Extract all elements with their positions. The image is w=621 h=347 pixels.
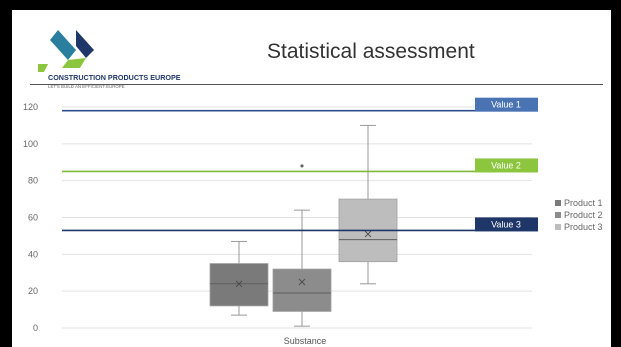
legend-swatch	[555, 212, 561, 218]
reference-label: Value 1	[491, 100, 521, 110]
legend-label: Product 2	[564, 210, 603, 220]
legend-entry: Product 3	[555, 222, 603, 232]
legend-swatch	[555, 200, 561, 206]
logo-mark-arrow	[38, 64, 48, 72]
mean-marker	[298, 278, 306, 286]
legend-label: Product 3	[564, 222, 603, 232]
y-tick-label: 60	[28, 213, 38, 223]
grid	[62, 106, 532, 329]
reference-value-1: Value 1	[62, 97, 538, 112]
box-product-1	[209, 240, 269, 316]
legend-swatch	[555, 224, 561, 230]
box-body	[209, 263, 269, 307]
legend-entry: Product 2	[555, 210, 603, 220]
y-tick-label: 20	[28, 286, 38, 296]
y-tick-label: 40	[28, 249, 38, 259]
page-title: Statistical assessment	[267, 40, 475, 63]
y-tick-label: 100	[23, 139, 38, 149]
legend: Product 1 Product 2 Product 3	[555, 198, 603, 232]
reference-tag	[475, 158, 538, 173]
mean-marker	[364, 230, 372, 238]
box-body	[272, 268, 332, 312]
box-product-2	[272, 164, 332, 327]
boxes	[209, 124, 398, 327]
header-divider	[30, 84, 603, 85]
logo-mark-bottom	[62, 58, 86, 68]
reference-value-3: Value 3	[62, 217, 538, 232]
reference-tag	[475, 97, 538, 112]
y-axis: 0 20 40 60 80 100 120	[23, 102, 38, 333]
reference-value-2: Value 2	[62, 158, 538, 173]
mean-marker	[235, 280, 243, 288]
reference-tag	[475, 217, 538, 232]
logo-mark-left	[50, 30, 76, 60]
chart: 0 20 40 60 80 100 120 Value 1 Value 2 Value 3 Pr…	[23, 97, 603, 346]
x-axis-label: Substance	[284, 336, 327, 346]
logo-tagline: LET'S BUILD AN EFFICIENT EUROPE	[48, 84, 125, 89]
logo: CONSTRUCTION PRODUCTS EUROPE LET'S BUILD…	[38, 30, 181, 89]
legend-label: Product 1	[564, 198, 603, 208]
logo-text: CONSTRUCTION PRODUCTS EUROPE	[48, 73, 181, 82]
y-tick-label: 0	[33, 323, 38, 333]
legend-entry: Product 1	[555, 198, 603, 208]
slide: CONSTRUCTION PRODUCTS EUROPE LET'S BUILD…	[12, 10, 611, 347]
reference-lines: Value 1 Value 2 Value 3	[62, 97, 538, 232]
y-tick-label: 80	[28, 176, 38, 186]
box-product-3	[338, 124, 398, 285]
reference-label: Value 2	[491, 160, 521, 170]
y-tick-label: 120	[23, 102, 38, 112]
logo-mark-right	[76, 30, 94, 58]
outlier-point	[300, 164, 304, 168]
reference-label: Value 3	[491, 219, 521, 229]
